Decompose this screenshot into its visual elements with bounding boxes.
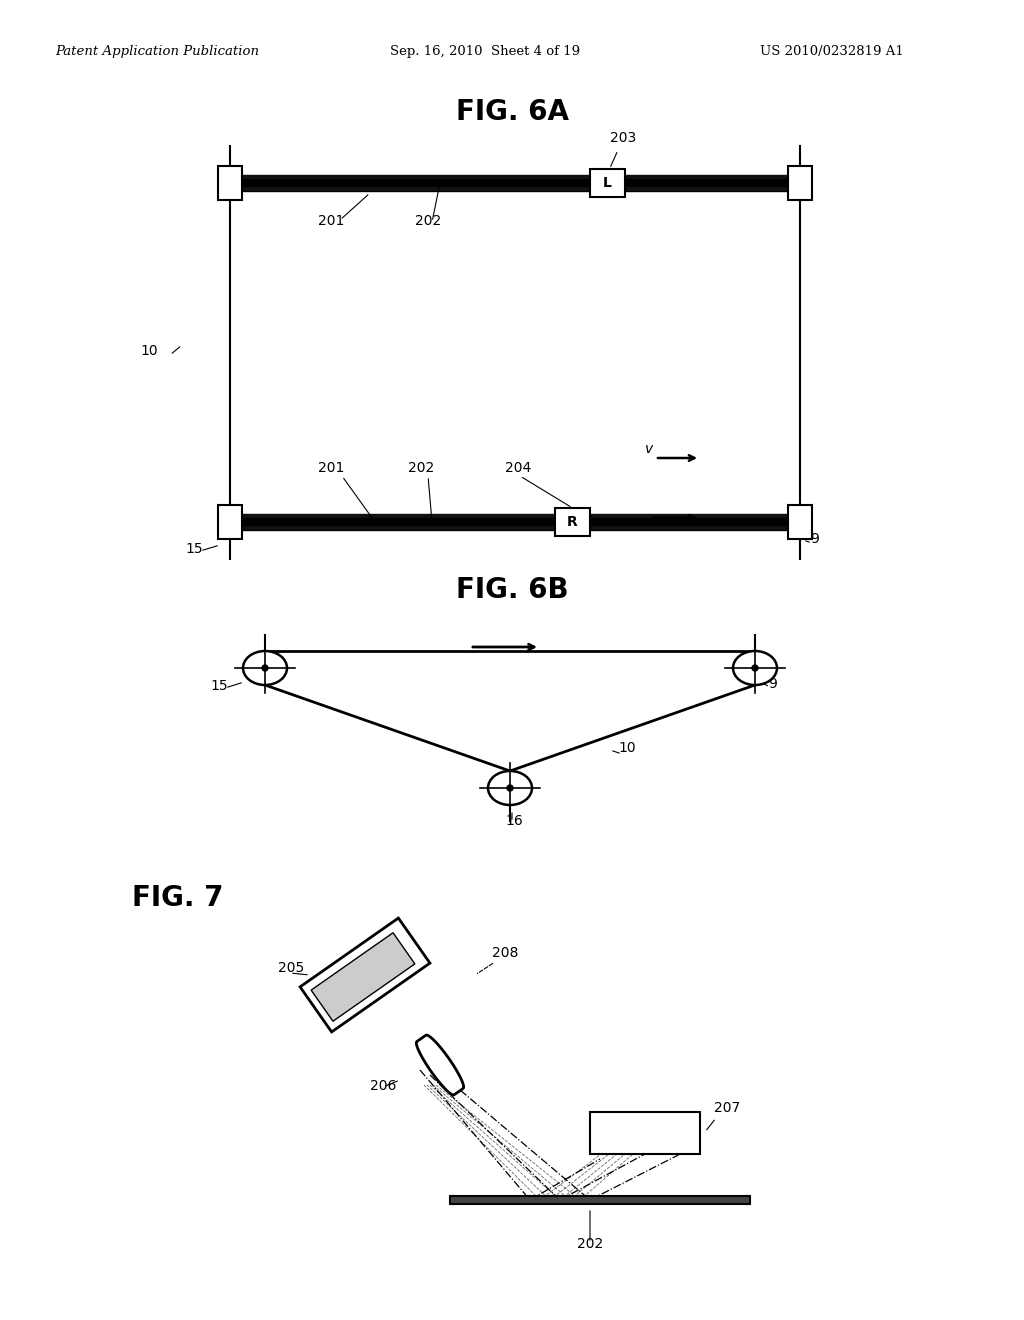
Circle shape — [507, 785, 513, 791]
Ellipse shape — [488, 771, 532, 805]
Text: US 2010/0232819 A1: US 2010/0232819 A1 — [760, 45, 904, 58]
Text: 9: 9 — [768, 677, 777, 690]
Text: v: v — [645, 442, 653, 455]
Text: 202: 202 — [415, 214, 441, 228]
Ellipse shape — [243, 651, 287, 685]
Bar — [450, 1196, 750, 1204]
Text: 15: 15 — [210, 678, 227, 693]
Text: 205: 205 — [278, 961, 304, 975]
Text: 203: 203 — [610, 131, 636, 145]
Bar — [230, 176, 800, 191]
Bar — [218, 506, 242, 539]
Bar — [555, 508, 590, 536]
Text: Sep. 16, 2010  Sheet 4 of 19: Sep. 16, 2010 Sheet 4 of 19 — [390, 45, 581, 58]
Bar — [230, 187, 800, 191]
Text: 202: 202 — [577, 1237, 603, 1251]
Bar — [230, 525, 800, 531]
Text: 201: 201 — [318, 461, 344, 475]
Text: 10: 10 — [618, 741, 636, 755]
Bar — [788, 506, 812, 539]
Bar — [788, 166, 812, 201]
Text: 208: 208 — [492, 946, 518, 960]
Polygon shape — [311, 933, 415, 1022]
Text: 9: 9 — [810, 532, 819, 546]
Polygon shape — [417, 1035, 464, 1094]
Text: L: L — [603, 176, 612, 190]
Text: 202: 202 — [408, 461, 434, 475]
Bar — [218, 166, 242, 201]
Circle shape — [262, 665, 268, 671]
Text: 201: 201 — [318, 214, 344, 228]
Text: FIG. 7: FIG. 7 — [132, 884, 224, 912]
Text: 10: 10 — [140, 345, 158, 358]
Ellipse shape — [733, 651, 777, 685]
Bar — [590, 1111, 700, 1154]
Circle shape — [752, 665, 758, 671]
Text: FIG. 6B: FIG. 6B — [456, 576, 568, 605]
Text: FIG. 6A: FIG. 6A — [456, 98, 568, 125]
Text: 207: 207 — [714, 1101, 740, 1115]
Bar — [230, 513, 800, 531]
Text: R: R — [567, 515, 578, 529]
Text: Patent Application Publication: Patent Application Publication — [55, 45, 259, 58]
Text: 15: 15 — [185, 543, 203, 556]
Text: 204: 204 — [505, 461, 531, 475]
Bar — [230, 176, 800, 180]
Text: 206: 206 — [370, 1078, 396, 1093]
Bar — [590, 169, 625, 197]
Text: 16: 16 — [505, 814, 522, 828]
Bar — [230, 513, 800, 517]
Polygon shape — [300, 917, 430, 1032]
